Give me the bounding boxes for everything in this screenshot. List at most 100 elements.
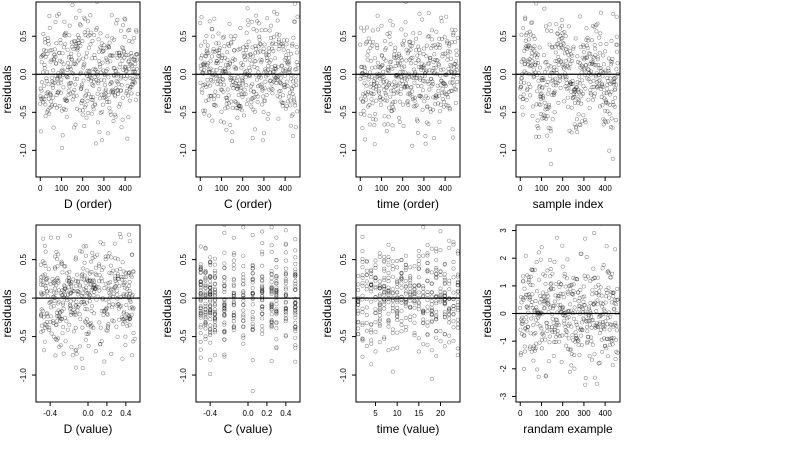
data-point bbox=[241, 293, 246, 298]
data-point bbox=[395, 295, 400, 300]
data-point bbox=[283, 334, 288, 339]
data-point bbox=[243, 92, 248, 97]
data-point bbox=[438, 102, 443, 107]
data-point bbox=[72, 312, 77, 317]
data-point bbox=[551, 321, 556, 326]
data-point bbox=[390, 298, 395, 303]
data-point bbox=[528, 274, 533, 279]
data-point bbox=[234, 78, 239, 83]
data-point bbox=[45, 289, 50, 294]
data-point bbox=[604, 346, 609, 351]
data-point bbox=[71, 289, 76, 294]
data-point bbox=[56, 278, 61, 283]
data-point bbox=[43, 48, 48, 53]
data-point bbox=[603, 343, 608, 348]
data-point bbox=[212, 291, 217, 296]
data-point bbox=[222, 313, 227, 318]
data-point bbox=[391, 91, 396, 96]
data-point bbox=[56, 11, 61, 16]
data-point bbox=[401, 124, 406, 129]
data-point bbox=[395, 330, 400, 335]
data-point bbox=[439, 78, 444, 83]
data-point bbox=[208, 273, 213, 278]
data-point bbox=[69, 305, 74, 310]
data-point bbox=[547, 22, 552, 27]
data-point bbox=[611, 11, 616, 16]
data-point bbox=[270, 40, 275, 45]
data-point bbox=[386, 285, 391, 290]
data-point bbox=[239, 65, 244, 70]
data-point bbox=[429, 290, 434, 295]
data-point bbox=[287, 55, 292, 60]
data-point bbox=[67, 302, 72, 307]
data-point bbox=[79, 87, 84, 92]
data-point bbox=[259, 60, 264, 65]
data-point bbox=[611, 102, 616, 107]
data-point bbox=[442, 81, 447, 86]
data-point bbox=[408, 317, 413, 322]
data-point bbox=[545, 300, 550, 305]
data-point bbox=[615, 297, 620, 302]
data-point bbox=[546, 102, 551, 107]
data-point bbox=[128, 315, 133, 320]
data-point bbox=[529, 54, 534, 59]
x-tick-label: 400 bbox=[118, 184, 132, 193]
data-point bbox=[121, 23, 126, 28]
data-point bbox=[293, 308, 298, 313]
data-point bbox=[421, 308, 426, 313]
data-point bbox=[283, 242, 288, 247]
data-point bbox=[208, 304, 213, 309]
data-point bbox=[531, 332, 536, 337]
data-point bbox=[613, 118, 618, 123]
data-point bbox=[45, 35, 50, 40]
data-point bbox=[85, 28, 90, 33]
data-point bbox=[97, 62, 102, 67]
data-point bbox=[287, 67, 292, 72]
data-point bbox=[554, 42, 559, 47]
data-point bbox=[218, 79, 223, 84]
data-point bbox=[531, 344, 536, 349]
data-point bbox=[86, 76, 91, 81]
data-point bbox=[250, 290, 255, 295]
data-point bbox=[85, 99, 90, 104]
data-point bbox=[395, 281, 400, 286]
data-point bbox=[291, 95, 296, 100]
data-point bbox=[99, 308, 104, 313]
data-point bbox=[553, 80, 558, 85]
x-tick-label: 400 bbox=[278, 184, 292, 193]
data-point bbox=[49, 305, 54, 310]
data-point bbox=[592, 275, 597, 280]
data-point bbox=[232, 99, 237, 104]
data-point bbox=[539, 346, 544, 351]
data-point bbox=[202, 82, 207, 87]
data-point bbox=[274, 291, 279, 296]
data-point bbox=[403, 20, 408, 25]
data-point bbox=[222, 283, 227, 288]
data-point bbox=[39, 312, 44, 317]
data-point bbox=[390, 123, 395, 128]
data-point bbox=[529, 63, 534, 68]
data-point bbox=[570, 79, 575, 84]
data-point bbox=[593, 46, 598, 51]
data-point bbox=[232, 76, 237, 81]
data-point bbox=[276, 47, 281, 52]
data-point bbox=[584, 319, 589, 324]
data-point bbox=[267, 28, 272, 33]
data-point bbox=[125, 136, 130, 141]
data-point bbox=[122, 16, 127, 21]
x-tick-label: 100 bbox=[215, 184, 229, 193]
data-point bbox=[109, 89, 114, 94]
data-point bbox=[107, 270, 112, 275]
data-point bbox=[397, 99, 402, 104]
data-point bbox=[111, 287, 116, 292]
data-point bbox=[254, 77, 259, 82]
data-point bbox=[569, 363, 574, 368]
data-point bbox=[96, 79, 101, 84]
data-point bbox=[267, 87, 272, 92]
data-point bbox=[599, 69, 604, 74]
data-point bbox=[543, 107, 548, 112]
data-point bbox=[84, 291, 89, 296]
data-point bbox=[373, 307, 378, 312]
data-point bbox=[360, 256, 365, 261]
data-point bbox=[430, 43, 435, 48]
